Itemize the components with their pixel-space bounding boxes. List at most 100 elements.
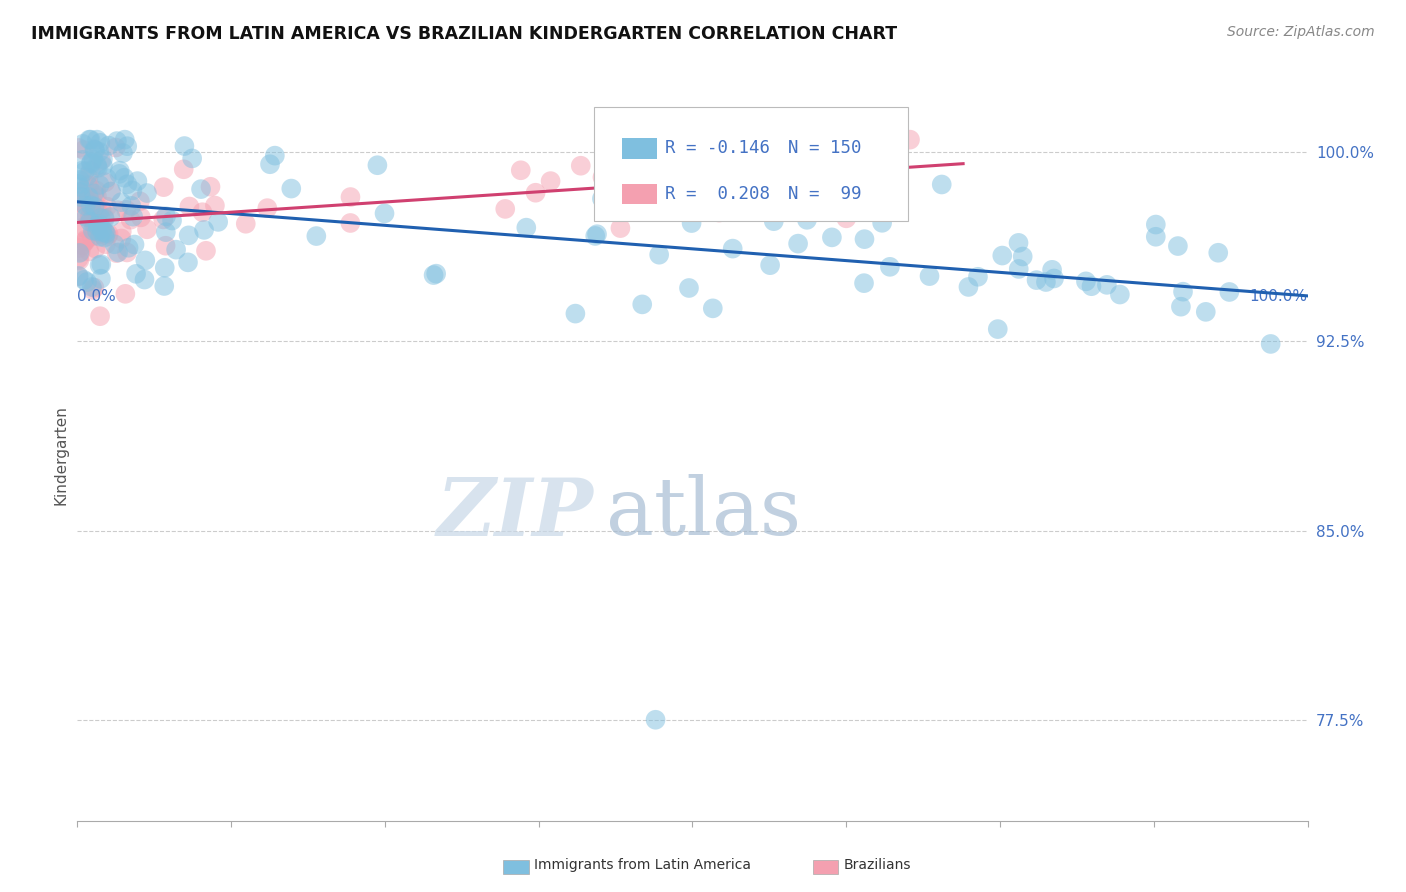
Point: [87, 161, 110, 175]
Point: [111, 225, 134, 239]
Point: [82, 214, 104, 228]
Point: [339, 190, 361, 204]
Point: [120, 212, 142, 227]
Point: [591, 192, 613, 206]
Point: [1074, 274, 1097, 288]
Point: [787, 236, 810, 251]
Point: [609, 221, 631, 235]
Point: [1025, 273, 1047, 287]
Point: [72, 163, 94, 178]
Point: [90, 153, 112, 168]
Point: [339, 216, 361, 230]
Y-axis label: Kindergarten: Kindergarten: [53, 405, 69, 505]
Point: [84, 242, 107, 256]
Point: [104, 140, 127, 154]
Point: [931, 178, 953, 192]
Point: [112, 170, 135, 185]
Point: [80, 198, 103, 212]
Point: [259, 157, 281, 171]
Point: [100, 185, 122, 199]
Point: [84, 183, 107, 197]
Point: [70, 204, 93, 219]
Point: [77, 178, 100, 193]
Point: [127, 174, 149, 188]
Point: [80, 156, 103, 170]
Point: [124, 237, 146, 252]
Point: [987, 322, 1010, 336]
Point: [67, 268, 90, 283]
Point: [125, 267, 148, 281]
FancyBboxPatch shape: [595, 108, 908, 221]
Point: [173, 139, 195, 153]
Point: [195, 244, 218, 258]
Point: [72, 136, 94, 151]
Point: [91, 159, 114, 173]
Point: [79, 244, 101, 259]
Point: [1260, 337, 1282, 351]
Point: [73, 164, 96, 178]
Point: [86, 219, 108, 233]
Point: [90, 202, 112, 217]
Point: [89, 178, 111, 192]
Point: [89, 205, 111, 219]
Point: [90, 271, 112, 285]
Point: [93, 211, 115, 225]
Point: [91, 222, 114, 236]
Point: [82, 223, 104, 237]
Point: [1035, 275, 1057, 289]
Point: [1043, 271, 1066, 285]
Point: [564, 307, 586, 321]
Text: 100.0%: 100.0%: [1250, 289, 1308, 304]
Point: [152, 212, 174, 227]
Point: [72, 220, 94, 235]
Point: [94, 227, 117, 241]
Point: [794, 133, 817, 147]
Point: [79, 211, 101, 225]
Point: [96, 200, 118, 214]
Text: N = 150: N = 150: [789, 139, 862, 158]
Point: [1171, 285, 1194, 299]
Point: [96, 171, 118, 186]
Point: [957, 280, 980, 294]
Text: atlas: atlas: [606, 475, 801, 552]
Point: [177, 228, 200, 243]
Point: [1040, 262, 1063, 277]
Point: [181, 152, 204, 166]
Point: [69, 173, 91, 187]
Point: [967, 269, 990, 284]
Point: [97, 229, 120, 244]
Point: [84, 143, 107, 157]
Point: [115, 139, 138, 153]
Point: [803, 174, 825, 188]
Point: [152, 180, 174, 194]
Point: [69, 241, 91, 255]
Point: [94, 237, 117, 252]
Point: [200, 179, 222, 194]
Text: N =  99: N = 99: [789, 185, 862, 202]
Point: [82, 206, 104, 220]
Point: [681, 178, 703, 192]
Point: [114, 286, 136, 301]
Point: [69, 202, 91, 217]
Text: Source: ZipAtlas.com: Source: ZipAtlas.com: [1227, 25, 1375, 39]
Point: [89, 229, 111, 244]
Point: [83, 201, 105, 215]
Point: [76, 169, 98, 183]
Point: [77, 190, 100, 204]
Point: [631, 297, 654, 311]
Point: [75, 210, 97, 224]
Point: [90, 227, 112, 241]
Point: [97, 138, 120, 153]
Point: [83, 186, 105, 201]
Point: [72, 153, 94, 167]
Point: [93, 225, 115, 239]
Point: [93, 211, 115, 226]
Point: [72, 238, 94, 252]
Point: [1218, 285, 1240, 299]
Point: [128, 194, 150, 209]
Point: [108, 163, 131, 178]
Point: [67, 269, 90, 284]
Point: [177, 255, 200, 269]
Point: [91, 225, 114, 239]
Text: IMMIGRANTS FROM LATIN AMERICA VS BRAZILIAN KINDERGARTEN CORRELATION CHART: IMMIGRANTS FROM LATIN AMERICA VS BRAZILI…: [31, 25, 897, 43]
